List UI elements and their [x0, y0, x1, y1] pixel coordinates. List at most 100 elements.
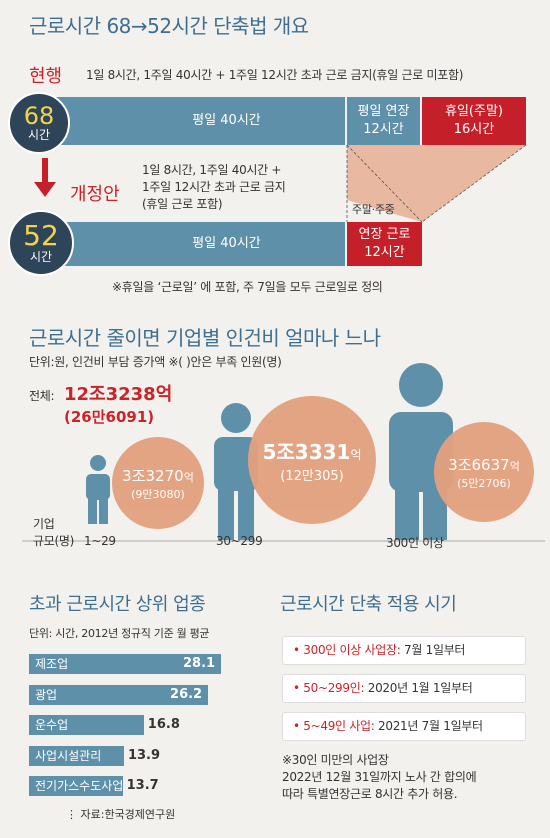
bar-ext-12: 평일 연장 12시간	[347, 97, 420, 145]
bar-ext-12-new-line1: 연장 근로	[358, 227, 411, 243]
circle-1-29-value: 3조3270억	[122, 465, 194, 486]
person-small-icon	[86, 455, 110, 524]
section4-note-line1: ※30인 미만의 사업장	[282, 753, 389, 767]
total-value: 12조3238억	[64, 384, 173, 405]
weekend-weekday-label: 주말·주중	[352, 203, 395, 216]
industry-bar-value: 26.2	[170, 686, 203, 702]
value-3-main-c: 억	[509, 459, 520, 473]
timeline-item-2-rest: 2020년 1월 1일부터	[364, 681, 473, 695]
industry-bar-label: 제조업	[35, 657, 69, 671]
bar-holiday-16-line2: 16시간	[453, 122, 495, 137]
industry-bar-label: 광업	[35, 687, 58, 702]
industry-bar-label: 전기가스수도사업	[35, 779, 124, 793]
value-1-main-a: 3조	[122, 466, 146, 485]
industry-bar-value: 16.8	[147, 717, 180, 732]
bar-holiday-16-line1: 휴일(주말)	[445, 104, 503, 120]
circle-68-unit: 시간	[27, 127, 51, 142]
section1-note: ※휴일을 ‘근로일’ 에 포함, 주 7일을 모두 근로일로 정의	[112, 280, 383, 294]
circle-30-299: 5조3331억 (12만305)	[248, 396, 376, 524]
revised-desc-line3: (휴일 근로 포함)	[142, 197, 223, 211]
persons-graphic	[22, 363, 545, 542]
category-30-299: 30~299	[216, 534, 263, 548]
bar-ext-12-new-line2: 12시간	[364, 245, 405, 260]
revised-desc-line1: 1일 8시간, 1주일 40시간 +	[142, 163, 282, 177]
timeline-item-1-rest: 7월 1일부터	[400, 643, 466, 657]
revised-desc-line2: 1주일 12시간 초과 근로 금지	[142, 180, 286, 194]
circle-68-num: 68	[23, 101, 55, 130]
section3-source: ⋮ 자료:한국경제연구원	[66, 806, 175, 822]
bar-holiday-16: 휴일(주말) 16시간	[422, 97, 526, 145]
value-3-main-a: 3조	[448, 455, 472, 474]
person-medium-icon	[214, 403, 258, 540]
circle-52: 52 시간	[8, 210, 74, 276]
value-1-main-c: 억	[183, 470, 194, 484]
industry-bar-value: 13.7	[126, 778, 159, 793]
industry-bar-value: 13.9	[127, 747, 161, 763]
bar-weekday-40: 평일 40시간	[48, 97, 345, 145]
category-300plus: 300인 이상	[386, 536, 444, 550]
funnel-polygon	[347, 145, 526, 222]
category-1-29: 1~29	[84, 534, 116, 548]
value-2-main-a: 5조	[262, 440, 295, 464]
industry-bar	[29, 776, 123, 796]
total-people: (26만6091)	[64, 408, 155, 426]
value-3-main-b: 6637	[471, 455, 510, 474]
section4-note: ※30인 미만의 사업장 2022년 12월 31일까지 노사 간 합의에 따라…	[282, 752, 477, 803]
section4-title: 근로시간 단축 적용 시기	[280, 594, 457, 615]
axis-label-line1: 기업	[33, 517, 55, 531]
circle-300plus: 3조6637억 (5만2706)	[434, 422, 534, 522]
industry-bar	[29, 715, 144, 735]
section3-unit: 단위: 시간, 2012년 정규직 기준 월 평균	[29, 627, 210, 640]
funnel-dash-right	[421, 144, 527, 223]
current-desc: 1일 8시간, 1주일 40시간 + 1주일 12시간 초과 근로 금지(휴일 …	[86, 68, 464, 82]
bar-weekday-40-new: 평일 40시간	[48, 222, 345, 266]
circle-1-29-people: (9만3080)	[131, 487, 185, 501]
circle-1-29: 3조3270억 (9만3080)	[112, 437, 204, 529]
bar-ext-12-line2: 12시간	[363, 122, 404, 137]
bar-ext-12-new: 연장 근로 12시간	[347, 222, 422, 266]
industry-bar	[29, 654, 222, 674]
section1-title: 근로시간 68→52시간 단축법 개요	[29, 14, 309, 38]
bar-ext-12-line1: 평일 연장	[357, 104, 410, 120]
industry-bar	[29, 745, 124, 766]
circle-30-299-value: 5조3331억	[262, 436, 361, 465]
axis-label: 기업 규모(명)	[33, 516, 74, 550]
circle-52-unit: 시간	[29, 249, 53, 264]
current-label: 현행	[29, 66, 63, 87]
bar-weekday-40-new-label: 평일 40시간	[192, 236, 261, 252]
industry-bar	[29, 684, 209, 705]
timeline-item-2: • 50~299인: 2020년 1월 1일부터	[282, 674, 526, 703]
circle-300plus-value: 3조6637억	[448, 454, 520, 475]
timeline-item-3-rest: 2021년 7월 1일부터	[374, 719, 483, 733]
circle-30-299-people: (12만305)	[280, 469, 344, 484]
timeline-item-1-highlight: • 300인 이상 사업장:	[293, 643, 401, 657]
section4-note-line3: 따라 특별연장근로 8시간 추가 허용.	[282, 787, 458, 801]
industry-bar-label: 운수업	[35, 718, 69, 732]
section2-unit: 단위:원, 인건비 부담 증가액 ※( )안은 부족 인원(명)	[29, 355, 282, 369]
source-dots-icon: ⋮	[66, 808, 77, 821]
timeline-item-1: • 300인 이상 사업장: 7월 1일부터	[282, 636, 526, 665]
timeline-item-2-highlight: • 50~299인:	[293, 681, 365, 695]
value-2-main-c: 억	[350, 448, 362, 462]
section2-title: 근로시간 줄이면 기업별 인건비 얼마나 느나	[29, 326, 381, 350]
section3-title: 초과 근로시간 상위 업종	[29, 594, 206, 615]
value-2-main-b: 3331	[294, 440, 351, 464]
arrow-down-icon	[34, 182, 56, 197]
revised-label: 개정안	[70, 184, 120, 205]
funnel-shape	[34, 144, 527, 223]
funnel-dash-mid	[346, 144, 423, 223]
circle-300plus-people: (5만2706)	[457, 476, 511, 490]
value-1-main-b: 3270	[145, 466, 184, 485]
circle-68: 68 시간	[8, 92, 70, 154]
total-label: 전체:	[29, 389, 55, 403]
timeline-item-3-highlight: • 5~49인 사업:	[293, 719, 375, 733]
circle-52-num: 52	[23, 218, 59, 252]
arrow-down-shaft	[42, 158, 48, 184]
revised-desc: 1일 8시간, 1주일 40시간 + 1주일 12시간 초과 근로 금지 (휴일…	[142, 162, 286, 213]
source-text: 자료:한국경제연구원	[80, 808, 176, 821]
bar-weekday-40-label: 평일 40시간	[192, 113, 261, 129]
axis-label-line2: 규모(명)	[33, 534, 74, 548]
industry-bar-value: 28.1	[183, 656, 216, 671]
timeline-item-3: • 5~49인 사업: 2021년 7월 1일부터	[282, 712, 526, 741]
section4-note-line2: 2022년 12월 31일까지 노사 간 합의에	[282, 770, 477, 784]
